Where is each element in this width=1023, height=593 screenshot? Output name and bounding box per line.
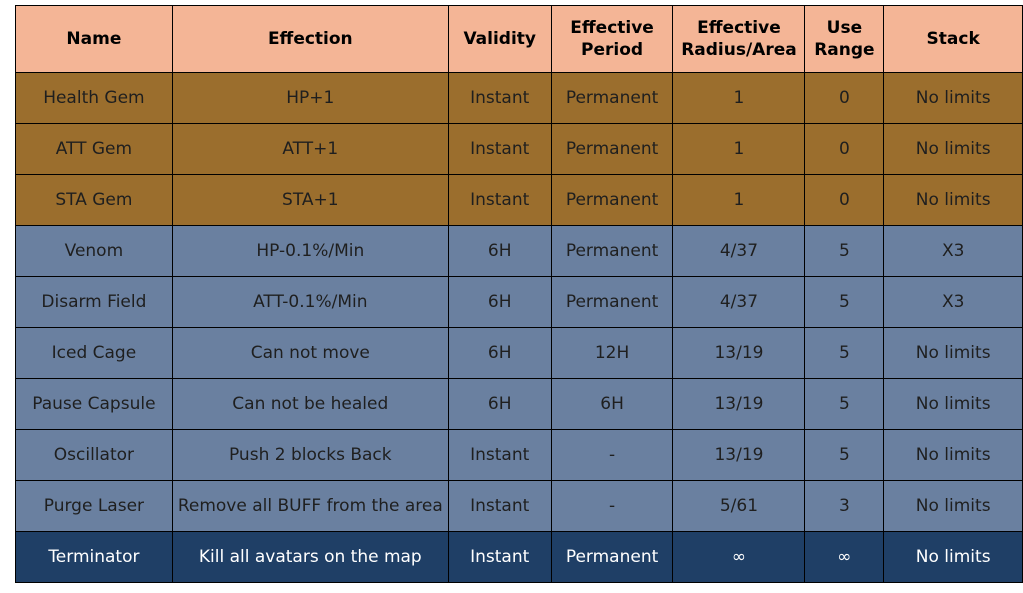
cell-effective-period: 12H [550,327,674,379]
cell-name: Health Gem [15,72,173,124]
cell-effective-period: - [550,480,674,532]
table-row: Disarm Field ATT-0.1%/Min 6H Permanent 4/37 5… [15,276,1023,328]
cell-effective-radius-area: 1 [672,174,806,226]
cell-effective-radius-area: 5/61 [672,480,806,532]
cell-validity: 6H [447,225,552,277]
cell-effection: HP+1 [171,72,449,124]
cell-stack: No limits [883,123,1023,175]
cell-use-range: 0 [804,123,885,175]
table-row: Pause Capsule Can not be healed 6H 6H 13/19 5… [15,378,1023,430]
cell-effection: HP-0.1%/Min [171,225,449,277]
cell-effective-radius-area: 1 [672,72,806,124]
cell-effection: ATT-0.1%/Min [171,276,449,328]
cell-effection: ATT+1 [171,123,449,175]
cell-validity: Instant [447,429,552,481]
header-use-range: Use Range [804,5,885,73]
cell-effective-radius-area: 13/19 [672,327,806,379]
cell-effective-period: Permanent [550,276,674,328]
cell-use-range: ∞ [804,531,885,583]
table-row: STA Gem STA+1 Instant Permanent 1 0 No limits [15,174,1023,226]
cell-effective-period: Permanent [550,72,674,124]
cell-effection: Push 2 blocks Back [171,429,449,481]
cell-stack: No limits [883,378,1023,430]
header-effective-radius-area: Effective Radius/Area [672,5,806,73]
cell-name: Venom [15,225,173,277]
cell-stack: No limits [883,480,1023,532]
cell-effective-period: Permanent [550,531,674,583]
cell-effective-radius-area: 4/37 [672,276,806,328]
cell-name: Iced Cage [15,327,173,379]
header-name: Name [15,5,173,73]
cell-validity: Instant [447,123,552,175]
table-row: Venom HP-0.1%/Min 6H Permanent 4/37 5 X3 [15,225,1023,277]
table-header-row: Name Effection Validity Effective Period… [15,5,1023,73]
table-row: ATT Gem ATT+1 Instant Permanent 1 0 No limits [15,123,1023,175]
cell-validity: Instant [447,174,552,226]
cell-effective-radius-area: ∞ [672,531,806,583]
cell-use-range: 5 [804,276,885,328]
cell-name: Oscillator [15,429,173,481]
cell-effection: Can not move [171,327,449,379]
cell-use-range: 5 [804,378,885,430]
cell-use-range: 5 [804,429,885,481]
cell-name: Pause Capsule [15,378,173,430]
cell-stack: No limits [883,531,1023,583]
cell-stack: No limits [883,429,1023,481]
header-effection: Effection [171,5,449,73]
cell-use-range: 5 [804,327,885,379]
item-table-wrapper: Name Effection Validity Effective Period… [15,5,1023,583]
cell-effective-radius-area: 1 [672,123,806,175]
cell-validity: Instant [447,531,552,583]
cell-effective-period: Permanent [550,225,674,277]
table-row: Health Gem HP+1 Instant Permanent 1 0 No limit… [15,72,1023,124]
cell-validity: Instant [447,480,552,532]
cell-effective-period: - [550,429,674,481]
table-body: Health Gem HP+1 Instant Permanent 1 0 No limit… [15,72,1023,583]
cell-validity: 6H [447,378,552,430]
cell-stack: No limits [883,72,1023,124]
cell-effection: Kill all avatars on the map [171,531,449,583]
cell-effective-radius-area: 4/37 [672,225,806,277]
cell-validity: 6H [447,276,552,328]
cell-use-range: 0 [804,72,885,124]
table-row: Iced Cage Can not move 6H 12H 13/19 5 No limit… [15,327,1023,379]
cell-effective-period: Permanent [550,174,674,226]
table-row: Oscillator Push 2 blocks Back Instant -13/1… [15,429,1023,481]
cell-validity: 6H [447,327,552,379]
cell-effection: STA+1 [171,174,449,226]
cell-name: Disarm Field [15,276,173,328]
cell-name: ATT Gem [15,123,173,175]
cell-name: Terminator [15,531,173,583]
cell-effection: Remove all BUFF from the area [171,480,449,532]
cell-stack: X3 [883,276,1023,328]
header-effective-period: Effective Period [550,5,674,73]
table-row: Purge Laser Remove all BUFF from the area… [15,480,1023,532]
cell-stack: No limits [883,174,1023,226]
cell-stack: No limits [883,327,1023,379]
cell-effective-radius-area: 13/19 [672,429,806,481]
cell-effective-period: Permanent [550,123,674,175]
cell-effective-period: 6H [550,378,674,430]
item-effects-table: Name Effection Validity Effective Period… [15,5,1023,583]
header-stack: Stack [883,5,1023,73]
cell-name: Purge Laser [15,480,173,532]
cell-use-range: 5 [804,225,885,277]
cell-name: STA Gem [15,174,173,226]
cell-effection: Can not be healed [171,378,449,430]
header-validity: Validity [447,5,552,73]
cell-effective-radius-area: 13/19 [672,378,806,430]
cell-use-range: 0 [804,174,885,226]
cell-validity: Instant [447,72,552,124]
table-row: Terminator Kill all avatars on the map Ins… [15,531,1023,583]
cell-use-range: 3 [804,480,885,532]
cell-stack: X3 [883,225,1023,277]
